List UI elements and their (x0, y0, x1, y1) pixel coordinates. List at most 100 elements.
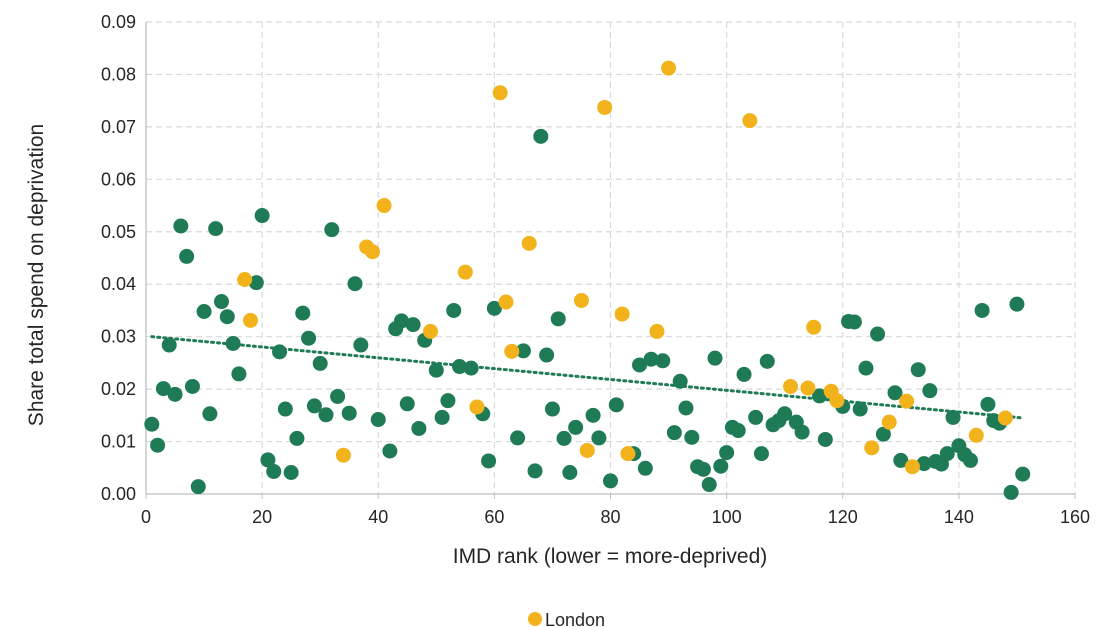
point-other (208, 221, 224, 237)
point-other (155, 381, 171, 397)
point-other (794, 424, 810, 440)
point-other (306, 398, 322, 414)
point-other (922, 383, 938, 399)
point-other (324, 222, 340, 238)
x-tick-label: 60 (484, 507, 504, 527)
point-other (603, 473, 618, 489)
point-other (446, 302, 462, 318)
point-other (515, 343, 531, 359)
point-other (231, 366, 247, 382)
point-other (440, 393, 456, 409)
axes (145, 22, 1076, 499)
point-london (829, 393, 845, 409)
point-other (481, 453, 497, 469)
point-other (510, 430, 526, 446)
point-london (904, 459, 920, 475)
point-london (997, 410, 1013, 426)
point-other (277, 401, 293, 417)
point-other (945, 409, 961, 425)
point-other (225, 335, 241, 351)
point-other (318, 407, 334, 423)
point-other (556, 430, 572, 446)
point-other (637, 460, 653, 476)
point-london (504, 343, 520, 359)
point-london (492, 85, 508, 101)
point-other (330, 388, 346, 404)
point-other (382, 443, 398, 459)
x-axis-title: IMD rank (lower = more-deprived) (453, 545, 768, 568)
point-london (498, 294, 514, 310)
y-tick-label: 0.07 (101, 117, 136, 137)
point-london (661, 60, 677, 76)
point-london (457, 264, 473, 280)
point-other (701, 477, 717, 493)
point-other (887, 385, 903, 401)
point-other (707, 350, 723, 366)
x-tick-label: 100 (712, 507, 742, 527)
point-london (237, 272, 253, 288)
point-other (452, 359, 468, 375)
point-other (870, 326, 886, 342)
y-tick-label: 0.01 (101, 432, 136, 452)
point-london (881, 414, 897, 430)
point-other (486, 300, 502, 316)
point-other (736, 366, 752, 382)
point-other (777, 406, 793, 422)
point-other (312, 355, 328, 371)
x-tick-label: 20 (252, 507, 272, 527)
point-other (347, 276, 363, 292)
point-other (643, 351, 659, 367)
point-other (817, 431, 833, 447)
point-other (393, 313, 409, 329)
point-other (719, 445, 735, 461)
point-other (608, 397, 624, 413)
point-other (539, 347, 555, 363)
point-other (550, 311, 566, 327)
point-other (632, 357, 648, 373)
point-other (544, 401, 560, 417)
point-other (1015, 466, 1031, 482)
point-other (893, 452, 909, 468)
point-other (858, 360, 874, 376)
point-other (411, 420, 427, 436)
point-other (974, 302, 990, 318)
point-other (254, 208, 270, 224)
point-other (1003, 484, 1019, 500)
y-tick-label: 0.03 (101, 327, 136, 347)
point-london (649, 323, 665, 339)
point-other (219, 309, 235, 325)
point-london (620, 446, 636, 462)
x-tick-label: 0 (141, 507, 151, 527)
point-other (283, 464, 299, 480)
y-tick-label: 0.00 (101, 484, 136, 504)
legend-label-london: London (545, 610, 605, 627)
point-london (469, 399, 485, 415)
point-other (846, 314, 862, 330)
point-other (370, 412, 386, 428)
point-other (289, 430, 305, 446)
trendline-group (150, 335, 1025, 420)
point-london (614, 306, 630, 322)
point-london (597, 99, 613, 115)
point-other (962, 452, 978, 468)
point-other (666, 425, 682, 441)
point-other (272, 344, 288, 360)
point-london (968, 427, 984, 443)
point-london (423, 323, 439, 339)
gridlines (146, 21, 1076, 494)
point-other (1009, 296, 1025, 312)
y-tick-label: 0.04 (101, 274, 136, 294)
point-other (655, 353, 671, 369)
point-other (875, 426, 891, 442)
point-other (150, 437, 166, 453)
point-other (213, 294, 229, 310)
point-london (335, 447, 351, 463)
point-other (678, 400, 694, 416)
point-other (434, 409, 450, 425)
point-other (184, 378, 200, 394)
point-other (190, 479, 206, 495)
point-london (742, 113, 758, 129)
point-other (173, 218, 189, 234)
point-other (527, 463, 543, 479)
point-other (759, 353, 775, 369)
